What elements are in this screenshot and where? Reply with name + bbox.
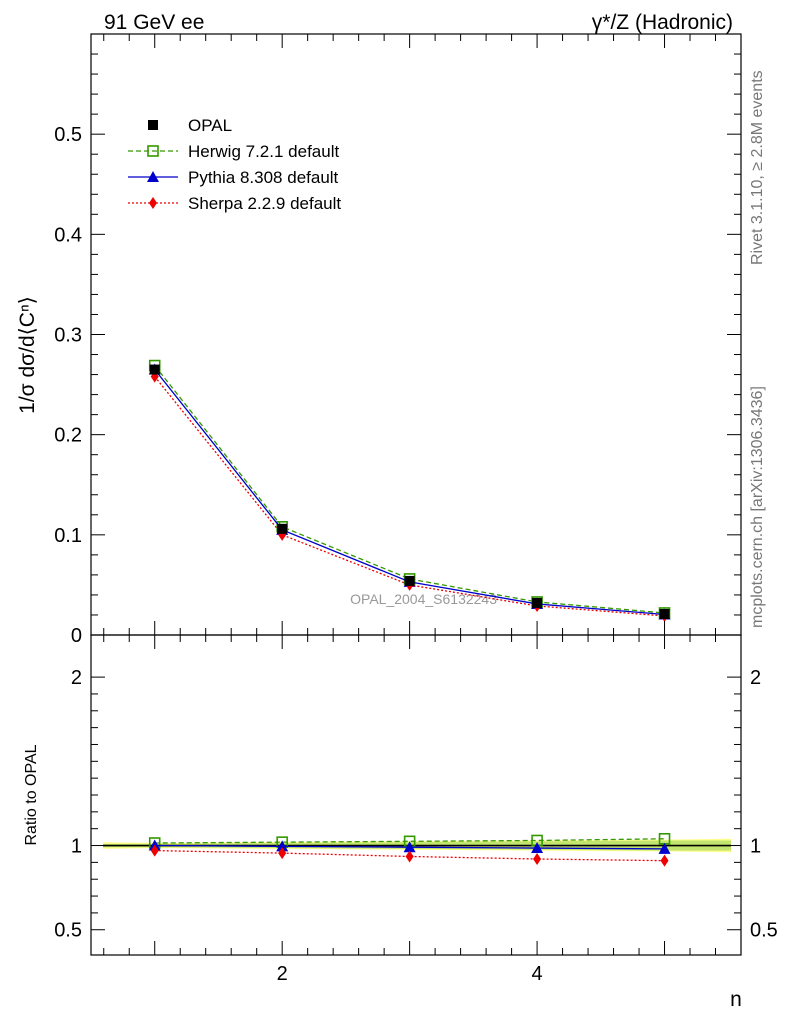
main-y-tick-label: 0.3 (54, 325, 82, 347)
mcplots-label: mcplots.cern.ch [arXiv:1306.3436] (749, 386, 766, 628)
ratio-y-tick-label: 0.5 (54, 920, 82, 942)
ratio-y-axis-label: Ratio to OPAL (23, 744, 40, 845)
point-opal (404, 575, 415, 586)
header-right: γ*/Z (Hadronic) (592, 11, 733, 34)
ratio-point-sherpa-2-2-9-default (405, 850, 414, 863)
point-opal (659, 608, 670, 619)
ratio-point-sherpa-2-2-9-default (278, 847, 287, 860)
legend-marker-sherpa-2-2-9-default (149, 197, 157, 209)
main-y-tick-label: 0.4 (54, 224, 82, 246)
main-y-tick-label: 0.1 (54, 525, 82, 547)
ratio-point-sherpa-2-2-9-default (150, 844, 159, 857)
ratio-plot-frame (90, 634, 742, 956)
legend-entry-opal: OPAL (188, 116, 232, 135)
series-line-herwig-7-2-1-default (154, 365, 665, 614)
legend-marker-opal (148, 120, 158, 130)
legend: OPAL Herwig 7.2.1 default Pythia 8.308 def… (128, 116, 341, 213)
rivet-label: Rivet 3.1.10, ≥ 2.8M events (749, 70, 766, 265)
legend-entry-sherpa-2-2-9-default: Sherpa 2.2.9 default (188, 194, 341, 213)
point-opal (532, 597, 543, 608)
ratio-y-tick-label: 2 (71, 667, 82, 689)
ratio-point-pythia-8-308-default (658, 842, 671, 854)
ratio-line-herwig-7-2-1-default (154, 838, 665, 844)
analysis-watermark: OPAL_2004_S6132243 (350, 591, 497, 607)
legend-entry-pythia-8-308-default: Pythia 8.308 default (188, 168, 339, 187)
legend-marker-herwig-7-2-1-default (147, 145, 159, 157)
point-opal (149, 364, 160, 375)
ratio-y-tick-label-right: 2 (750, 667, 761, 689)
ratio-point-pythia-8-308-default (531, 842, 544, 854)
ratio-point-pythia-8-308-default (276, 840, 289, 852)
ratio-y-tick-label-right: 1 (750, 836, 761, 858)
series-layer (148, 359, 671, 867)
header-left: 91 GeV ee (104, 11, 204, 34)
x-tick-label: 2 (277, 963, 288, 985)
point-opal (277, 523, 288, 534)
ratio-point-pythia-8-308-default (403, 841, 416, 853)
legend-marker-pythia-8-308-default (147, 171, 159, 182)
ratio-y-tick-label-right: 0.5 (750, 920, 778, 942)
legend-entry-herwig-7-2-1-default: Herwig 7.2.1 default (188, 142, 339, 161)
main-y-axis-label: 1/σ dσ/d⟨Cⁿ⟩ (16, 296, 39, 414)
main-y-tick-label: 0 (71, 625, 82, 647)
x-axis-label: n (730, 988, 742, 1011)
ratio-y-tick-label: 1 (71, 836, 82, 858)
ratio-point-sherpa-2-2-9-default (660, 854, 669, 867)
main-y-tick-label: 0.5 (54, 124, 82, 146)
main-y-tick-label: 0.2 (54, 425, 82, 447)
x-tick-label: 4 (532, 963, 543, 985)
ratio-point-sherpa-2-2-9-default (533, 853, 542, 865)
ratio-line-sherpa-2-2-9-default (154, 849, 665, 862)
